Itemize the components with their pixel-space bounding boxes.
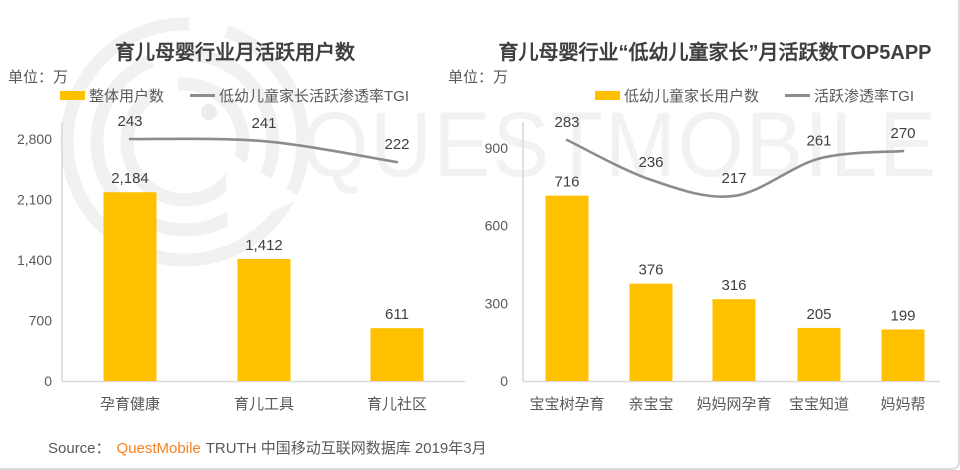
tgi-value-label: 217 — [721, 170, 746, 187]
bar-value-label: 376 — [638, 262, 663, 279]
watermark-text: QUESTMOBILE — [302, 94, 938, 196]
category-label: 宝宝知道 — [789, 396, 849, 413]
y-tick-label: 1,400 — [17, 252, 52, 268]
bar — [237, 258, 291, 381]
y-tick-label: 2,800 — [17, 131, 52, 147]
tgi-value-label: 283 — [554, 114, 579, 131]
category-label: 育儿工具 — [234, 396, 294, 413]
bar-value-label: 199 — [890, 307, 915, 324]
tgi-value-label: 270 — [890, 125, 915, 142]
y-tick-label: 0 — [44, 373, 52, 389]
bar-legend-swatch — [595, 91, 620, 100]
tgi-value-label: 243 — [117, 113, 142, 130]
left-unit-label: 单位：万 — [8, 69, 69, 86]
category-label: 妈妈网孕育 — [696, 396, 771, 413]
y-tick-label: 700 — [29, 313, 53, 329]
bar-value-label: 611 — [385, 306, 409, 323]
bar — [797, 327, 841, 381]
category-label: 妈妈帮 — [880, 396, 925, 413]
tgi-value-label: 222 — [384, 136, 409, 153]
bar-legend-swatch — [60, 91, 85, 100]
tgi-value-label: 261 — [806, 133, 831, 150]
tgi-line — [128, 137, 399, 164]
source-line: Source： QuestMobile TRUTH 中国移动互联网数据库 2019年… — [48, 437, 487, 458]
bar — [881, 329, 925, 381]
y-tick-label: 900 — [485, 140, 509, 156]
y-tick-label: 300 — [485, 295, 509, 311]
category-label: 育儿社区 — [367, 396, 427, 413]
bar — [545, 195, 589, 381]
tgi-value-label: 241 — [251, 115, 276, 132]
watermark-bubble-tail — [225, 150, 302, 232]
brand-name: QuestMobile — [116, 440, 201, 457]
tgi-line — [565, 138, 905, 198]
category-label: 孕育健康 — [100, 396, 160, 413]
right-unit-label: 单位：万 — [448, 69, 509, 86]
bar-value-label: 2,184 — [111, 170, 149, 187]
watermark-logo-dot — [201, 104, 217, 120]
left-chart-title: 育儿母婴行业月活跃用户数 — [115, 42, 355, 64]
y-tick-label: 2,100 — [17, 192, 52, 208]
category-label: 亲宝宝 — [628, 396, 673, 413]
y-tick-label: 0 — [500, 373, 508, 389]
category-label: 宝宝树孕育 — [529, 396, 604, 413]
y-tick-label: 600 — [485, 218, 509, 234]
bar-value-label: 316 — [721, 277, 746, 294]
right-chart-title: 育儿母婴行业“低幼儿童家长”月活跃数TOP5APP — [498, 42, 932, 64]
tgi-value-label: 236 — [638, 154, 663, 171]
line-legend-label: 低幼儿童家长活跃渗透率TGI — [219, 88, 410, 105]
bar-legend-label: 低幼儿童家长用户数 — [624, 88, 760, 105]
bar-value-label: 1,412 — [245, 237, 283, 254]
bar-value-label: 716 — [554, 174, 579, 191]
left-chart-legend: 整体用户数 低幼儿童家长活跃渗透率TGI — [60, 85, 409, 106]
line-legend-swatch — [190, 94, 216, 97]
bar — [103, 192, 157, 381]
bar — [629, 283, 673, 381]
source-label: Source： — [48, 440, 111, 457]
line-legend-label: 活跃渗透率TGI — [814, 88, 915, 105]
bar-value-label: 205 — [806, 306, 831, 323]
bar — [712, 299, 756, 381]
bar — [370, 328, 424, 381]
right-chart-legend: 低幼儿童家长用户数 活跃渗透率TGI — [595, 85, 914, 106]
line-legend-swatch — [785, 94, 811, 97]
bar-legend-label: 整体用户数 — [89, 88, 165, 105]
source-suffix: TRUTH 中国移动互联网数据库 2019年3月 — [205, 440, 487, 457]
